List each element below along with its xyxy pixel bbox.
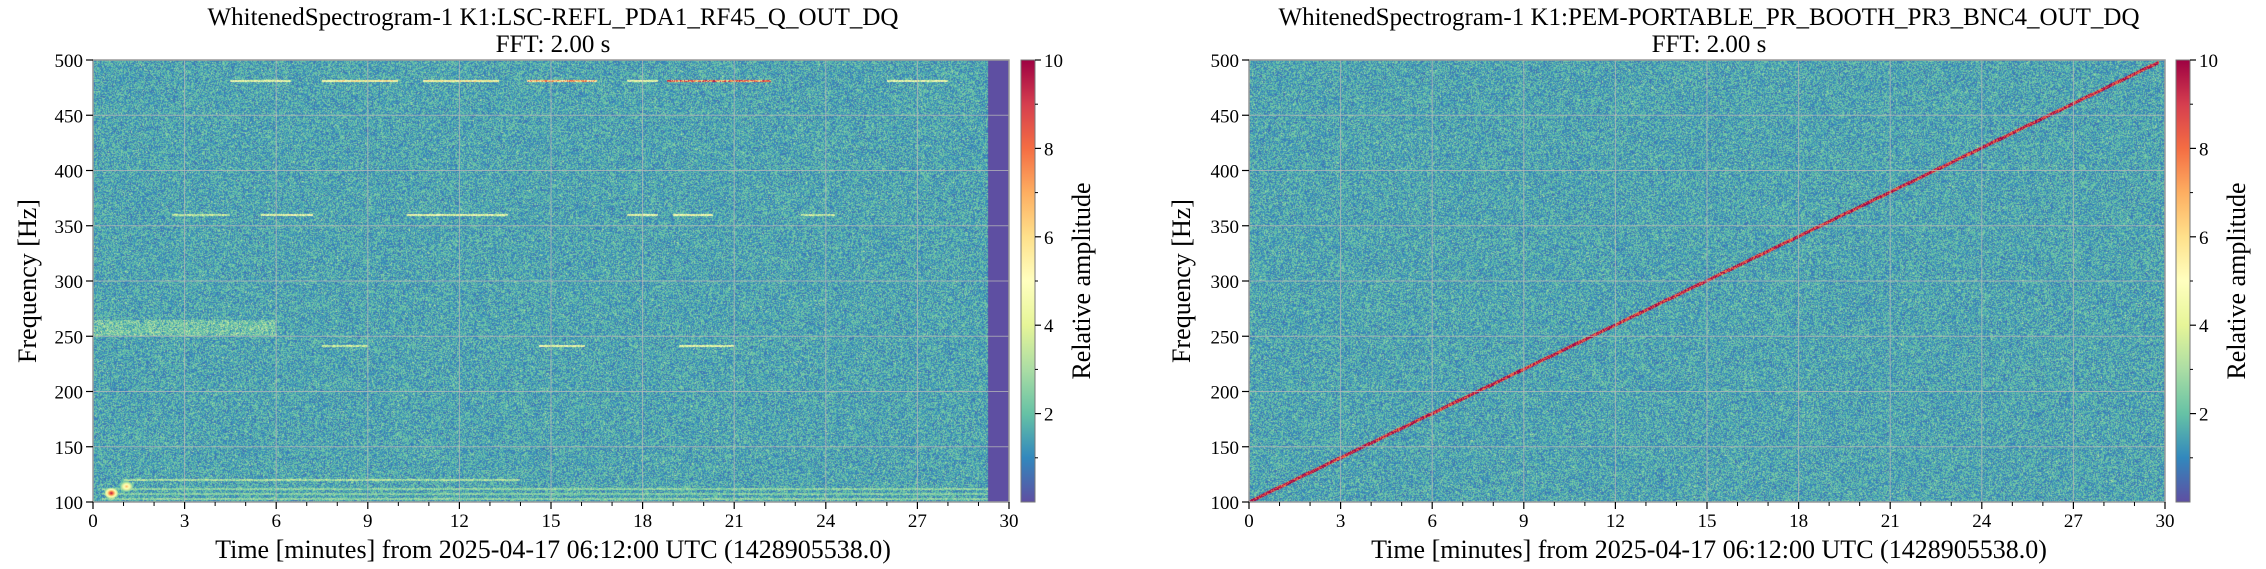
chart-subtitle: FFT: 2.00 s	[496, 31, 611, 58]
colorbar-tick-label: 2	[1044, 405, 1054, 426]
x-tick-label: 24	[1972, 511, 1992, 532]
grid	[1249, 60, 2165, 502]
y-tick-label: 150	[1211, 438, 1240, 459]
y-tick-label: 400	[55, 162, 84, 183]
colorbar-label: Relative amplitude	[1067, 182, 1096, 379]
x-tick-label: 30	[2156, 511, 2175, 532]
x-tick-label: 3	[180, 511, 190, 532]
colorbar-label: Relative amplitude	[2222, 182, 2251, 379]
x-tick-label: 27	[2064, 511, 2083, 532]
y-tick-label: 200	[55, 383, 84, 404]
y-axis-label: Frequency [Hz]	[13, 199, 42, 363]
y-tick-label: 300	[55, 272, 84, 293]
x-tick-label: 0	[1244, 511, 1254, 532]
y-tick-label: 100	[1211, 493, 1240, 514]
x-tick-label: 12	[450, 511, 469, 532]
x-tick-label: 21	[1881, 511, 1900, 532]
x-tick-label: 0	[88, 511, 98, 532]
x-axis: 0 3 6 9 12 15 18 21 24 27 30	[1244, 502, 2175, 532]
x-tick-label: 27	[908, 511, 927, 532]
colorbar-gradient	[2175, 59, 2191, 503]
colorbar-tick-label: 2	[2199, 405, 2209, 426]
y-tick-label: 350	[1211, 217, 1240, 238]
grid	[93, 60, 1009, 502]
x-tick-label: 3	[1336, 511, 1346, 532]
y-tick-label: 450	[1211, 106, 1240, 127]
y-tick-label: 500	[55, 51, 84, 72]
spectrogram-panel-right: WhitenedSpectrogram-1 K1:PEM-PORTABLE_PR…	[1167, 4, 2251, 564]
colorbar-ticks: 2 4 6 8 10	[1035, 51, 1063, 459]
x-tick-label: 12	[1606, 511, 1625, 532]
colorbar-tick-label: 8	[1044, 139, 1054, 160]
colorbar-tick-label: 6	[1044, 228, 1054, 249]
y-axis: 100 150 200 250 300 350 400 450 500	[1211, 51, 1249, 514]
y-tick-label: 100	[55, 493, 84, 514]
x-tick-label: 6	[271, 511, 281, 532]
colorbar-tick-label: 10	[2199, 51, 2218, 72]
y-tick-label: 300	[1211, 272, 1240, 293]
y-tick-label: 250	[55, 327, 84, 348]
chart-title: WhitenedSpectrogram-1 K1:LSC-REFL_PDA1_R…	[208, 4, 899, 31]
colorbar-tick-label: 10	[1044, 51, 1063, 72]
colorbar-tick-label: 4	[2199, 316, 2209, 337]
x-tick-label: 30	[1000, 511, 1019, 532]
colorbar-ticks: 2 4 6 8 10	[2190, 51, 2218, 459]
chart-title: WhitenedSpectrogram-1 K1:PEM-PORTABLE_PR…	[1278, 4, 2139, 31]
y-tick-label: 350	[55, 217, 84, 238]
y-axis: 100 150 200 250 300 350 400 450 500	[55, 51, 93, 514]
colorbar: 2 4 6 8 10 Relative amplitude	[1020, 51, 1096, 503]
chart-subtitle: FFT: 2.00 s	[1652, 31, 1767, 58]
x-tick-label: 15	[1698, 511, 1717, 532]
x-tick-label: 9	[363, 511, 373, 532]
x-tick-label: 18	[1789, 511, 1808, 532]
colorbar: 2 4 6 8 10 Relative amplitude	[2175, 51, 2251, 503]
spectrogram-panel-left: WhitenedSpectrogram-1 K1:LSC-REFL_PDA1_R…	[13, 4, 1096, 564]
x-tick-label: 24	[816, 511, 836, 532]
x-axis-label: Time [minutes] from 2025-04-17 06:12:00 …	[1371, 535, 2047, 564]
x-tick-label: 15	[542, 511, 561, 532]
x-tick-label: 6	[1427, 511, 1437, 532]
y-tick-label: 500	[1211, 51, 1240, 72]
y-tick-label: 250	[1211, 327, 1240, 348]
y-tick-label: 200	[1211, 383, 1240, 404]
x-tick-label: 18	[633, 511, 652, 532]
colorbar-tick-label: 8	[2199, 139, 2209, 160]
x-axis-label: Time [minutes] from 2025-04-17 06:12:00 …	[215, 535, 891, 564]
x-tick-label: 21	[725, 511, 744, 532]
x-axis: 0 3 6 9 12 15 18 21 24 27 30	[88, 502, 1019, 532]
y-tick-label: 450	[55, 106, 84, 127]
y-tick-label: 400	[1211, 162, 1240, 183]
colorbar-tick-label: 4	[1044, 316, 1054, 337]
colorbar-gradient	[1020, 59, 1036, 503]
x-tick-label: 9	[1519, 511, 1529, 532]
y-tick-label: 150	[55, 438, 84, 459]
y-axis-label: Frequency [Hz]	[1167, 199, 1196, 363]
colorbar-tick-label: 6	[2199, 228, 2209, 249]
